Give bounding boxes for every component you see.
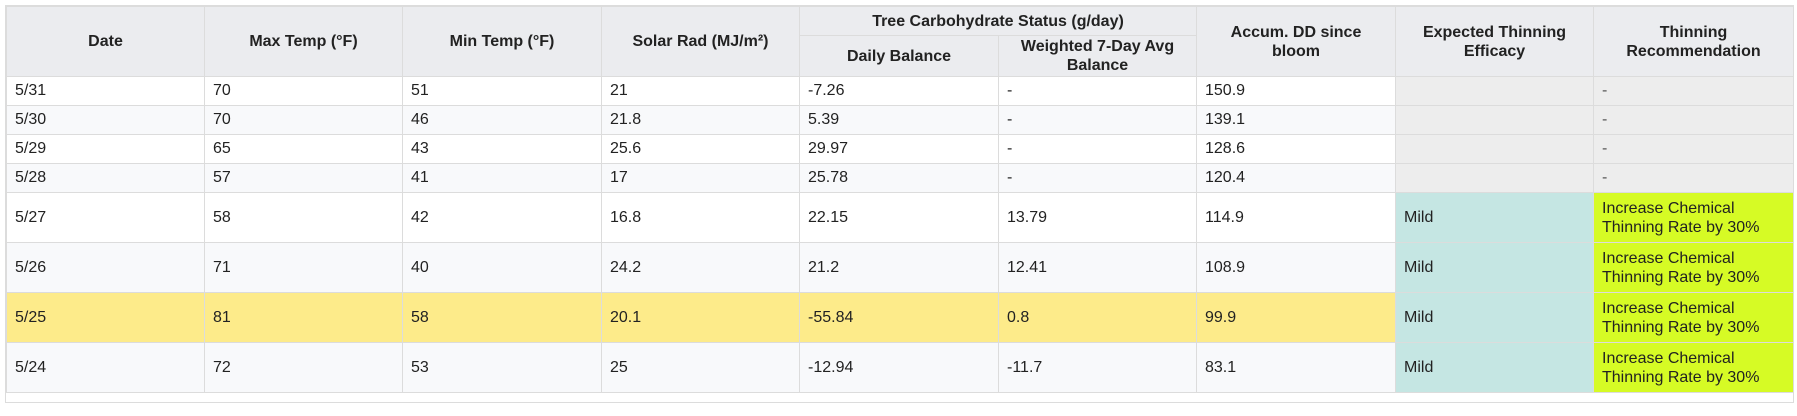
cell-recommendation: - (1593, 76, 1793, 106)
table-row: 5/30 70 46 21.8 5.39 - 139.1 - (6, 105, 1793, 135)
cell-recommendation: Increase Chemical Thinning Rate by 30% (1593, 292, 1793, 343)
table-row: 5/24 72 53 25 -12.94 -11.7 83.1 Mild Inc… (6, 342, 1793, 393)
cell-daily-balance: -12.94 (799, 342, 999, 393)
cell-min-temp: 58 (402, 292, 602, 343)
cell-weighted-avg: - (998, 134, 1197, 164)
cell-accum-dd: 114.9 (1196, 192, 1396, 243)
cell-efficacy (1395, 134, 1594, 164)
header-max-temp: Max Temp (°F) (204, 6, 403, 77)
cell-max-temp: 71 (204, 242, 403, 293)
header-accum-dd: Accum. DD since bloom (1196, 6, 1396, 77)
cell-min-temp: 51 (402, 76, 602, 106)
cell-accum-dd: 108.9 (1196, 242, 1396, 293)
cell-accum-dd: 139.1 (1196, 105, 1396, 135)
cell-efficacy (1395, 163, 1594, 193)
table-row: 5/31 70 51 21 -7.26 - 150.9 - (6, 76, 1793, 106)
cell-max-temp: 70 (204, 105, 403, 135)
cell-weighted-avg: 0.8 (998, 292, 1197, 343)
cell-daily-balance: 21.2 (799, 242, 999, 293)
cell-min-temp: 42 (402, 192, 602, 243)
cell-recommendation: Increase Chemical Thinning Rate by 30% (1593, 342, 1793, 393)
cell-recommendation: - (1593, 105, 1793, 135)
header-solar-rad: Solar Rad (MJ/m²) (601, 6, 800, 77)
cell-min-temp: 43 (402, 134, 602, 164)
cell-min-temp: 53 (402, 342, 602, 393)
cell-weighted-avg: - (998, 105, 1197, 135)
cell-accum-dd: 120.4 (1196, 163, 1396, 193)
table-row-highlighted: 5/25 81 58 20.1 -55.84 0.8 99.9 Mild Inc… (6, 292, 1793, 343)
cell-accum-dd: 99.9 (1196, 292, 1396, 343)
cell-max-temp: 57 (204, 163, 403, 193)
cell-date: 5/24 (6, 342, 205, 393)
header-carbohydrate-group: Tree Carbohydrate Status (g/day) (799, 6, 1197, 36)
cell-max-temp: 81 (204, 292, 403, 343)
cell-solar-rad: 25.6 (601, 134, 800, 164)
cell-weighted-avg: -11.7 (998, 342, 1197, 393)
cell-daily-balance: -7.26 (799, 76, 999, 106)
cell-efficacy: Mild (1395, 342, 1594, 393)
cell-weighted-avg: - (998, 163, 1197, 193)
cell-daily-balance: 5.39 (799, 105, 999, 135)
cell-min-temp: 46 (402, 105, 602, 135)
cell-solar-rad: 21.8 (601, 105, 800, 135)
cell-date: 5/31 (6, 76, 205, 106)
cell-date: 5/26 (6, 242, 205, 293)
cell-max-temp: 72 (204, 342, 403, 393)
header-efficacy: Expected Thinning Efficacy (1395, 6, 1594, 77)
cell-max-temp: 65 (204, 134, 403, 164)
cell-efficacy: Mild (1395, 292, 1594, 343)
cell-solar-rad: 16.8 (601, 192, 800, 243)
cell-solar-rad: 20.1 (601, 292, 800, 343)
cell-weighted-avg: - (998, 76, 1197, 106)
cell-date: 5/30 (6, 105, 205, 135)
cell-efficacy (1395, 76, 1594, 106)
cell-daily-balance: 25.78 (799, 163, 999, 193)
cell-solar-rad: 25 (601, 342, 800, 393)
cell-daily-balance: 29.97 (799, 134, 999, 164)
cell-solar-rad: 21 (601, 76, 800, 106)
header-min-temp: Min Temp (°F) (402, 6, 602, 77)
cell-accum-dd: 83.1 (1196, 342, 1396, 393)
header-weighted-avg: Weighted 7-Day Avg Balance (998, 35, 1197, 77)
cell-min-temp: 41 (402, 163, 602, 193)
cell-date: 5/25 (6, 292, 205, 343)
carbohydrate-table-container: Date Max Temp (°F) Min Temp (°F) Solar R… (5, 5, 1794, 403)
cell-max-temp: 70 (204, 76, 403, 106)
cell-date: 5/27 (6, 192, 205, 243)
cell-date: 5/29 (6, 134, 205, 164)
cell-recommendation: - (1593, 163, 1793, 193)
cell-daily-balance: 22.15 (799, 192, 999, 243)
cell-recommendation: Increase Chemical Thinning Rate by 30% (1593, 242, 1793, 293)
cell-weighted-avg: 12.41 (998, 242, 1197, 293)
header-recommendation: Thinning Recommendation (1593, 6, 1793, 77)
cell-recommendation: Increase Chemical Thinning Rate by 30% (1593, 192, 1793, 243)
cell-recommendation: - (1593, 134, 1793, 164)
cell-max-temp: 58 (204, 192, 403, 243)
cell-daily-balance: -55.84 (799, 292, 999, 343)
cell-date: 5/28 (6, 163, 205, 193)
cell-weighted-avg: 13.79 (998, 192, 1197, 243)
table-row: 5/27 58 42 16.8 22.15 13.79 114.9 Mild I… (6, 192, 1793, 243)
carbohydrate-thinning-table: Date Max Temp (°F) Min Temp (°F) Solar R… (6, 6, 1793, 393)
cell-efficacy: Mild (1395, 242, 1594, 293)
cell-solar-rad: 17 (601, 163, 800, 193)
cell-solar-rad: 24.2 (601, 242, 800, 293)
cell-accum-dd: 128.6 (1196, 134, 1396, 164)
table-row: 5/26 71 40 24.2 21.2 12.41 108.9 Mild In… (6, 242, 1793, 293)
cell-efficacy: Mild (1395, 192, 1594, 243)
cell-accum-dd: 150.9 (1196, 76, 1396, 106)
header-daily-balance: Daily Balance (799, 35, 999, 77)
table-row: 5/29 65 43 25.6 29.97 - 128.6 - (6, 134, 1793, 164)
cell-min-temp: 40 (402, 242, 602, 293)
header-date: Date (6, 6, 205, 77)
table-row: 5/28 57 41 17 25.78 - 120.4 - (6, 163, 1793, 193)
cell-efficacy (1395, 105, 1594, 135)
